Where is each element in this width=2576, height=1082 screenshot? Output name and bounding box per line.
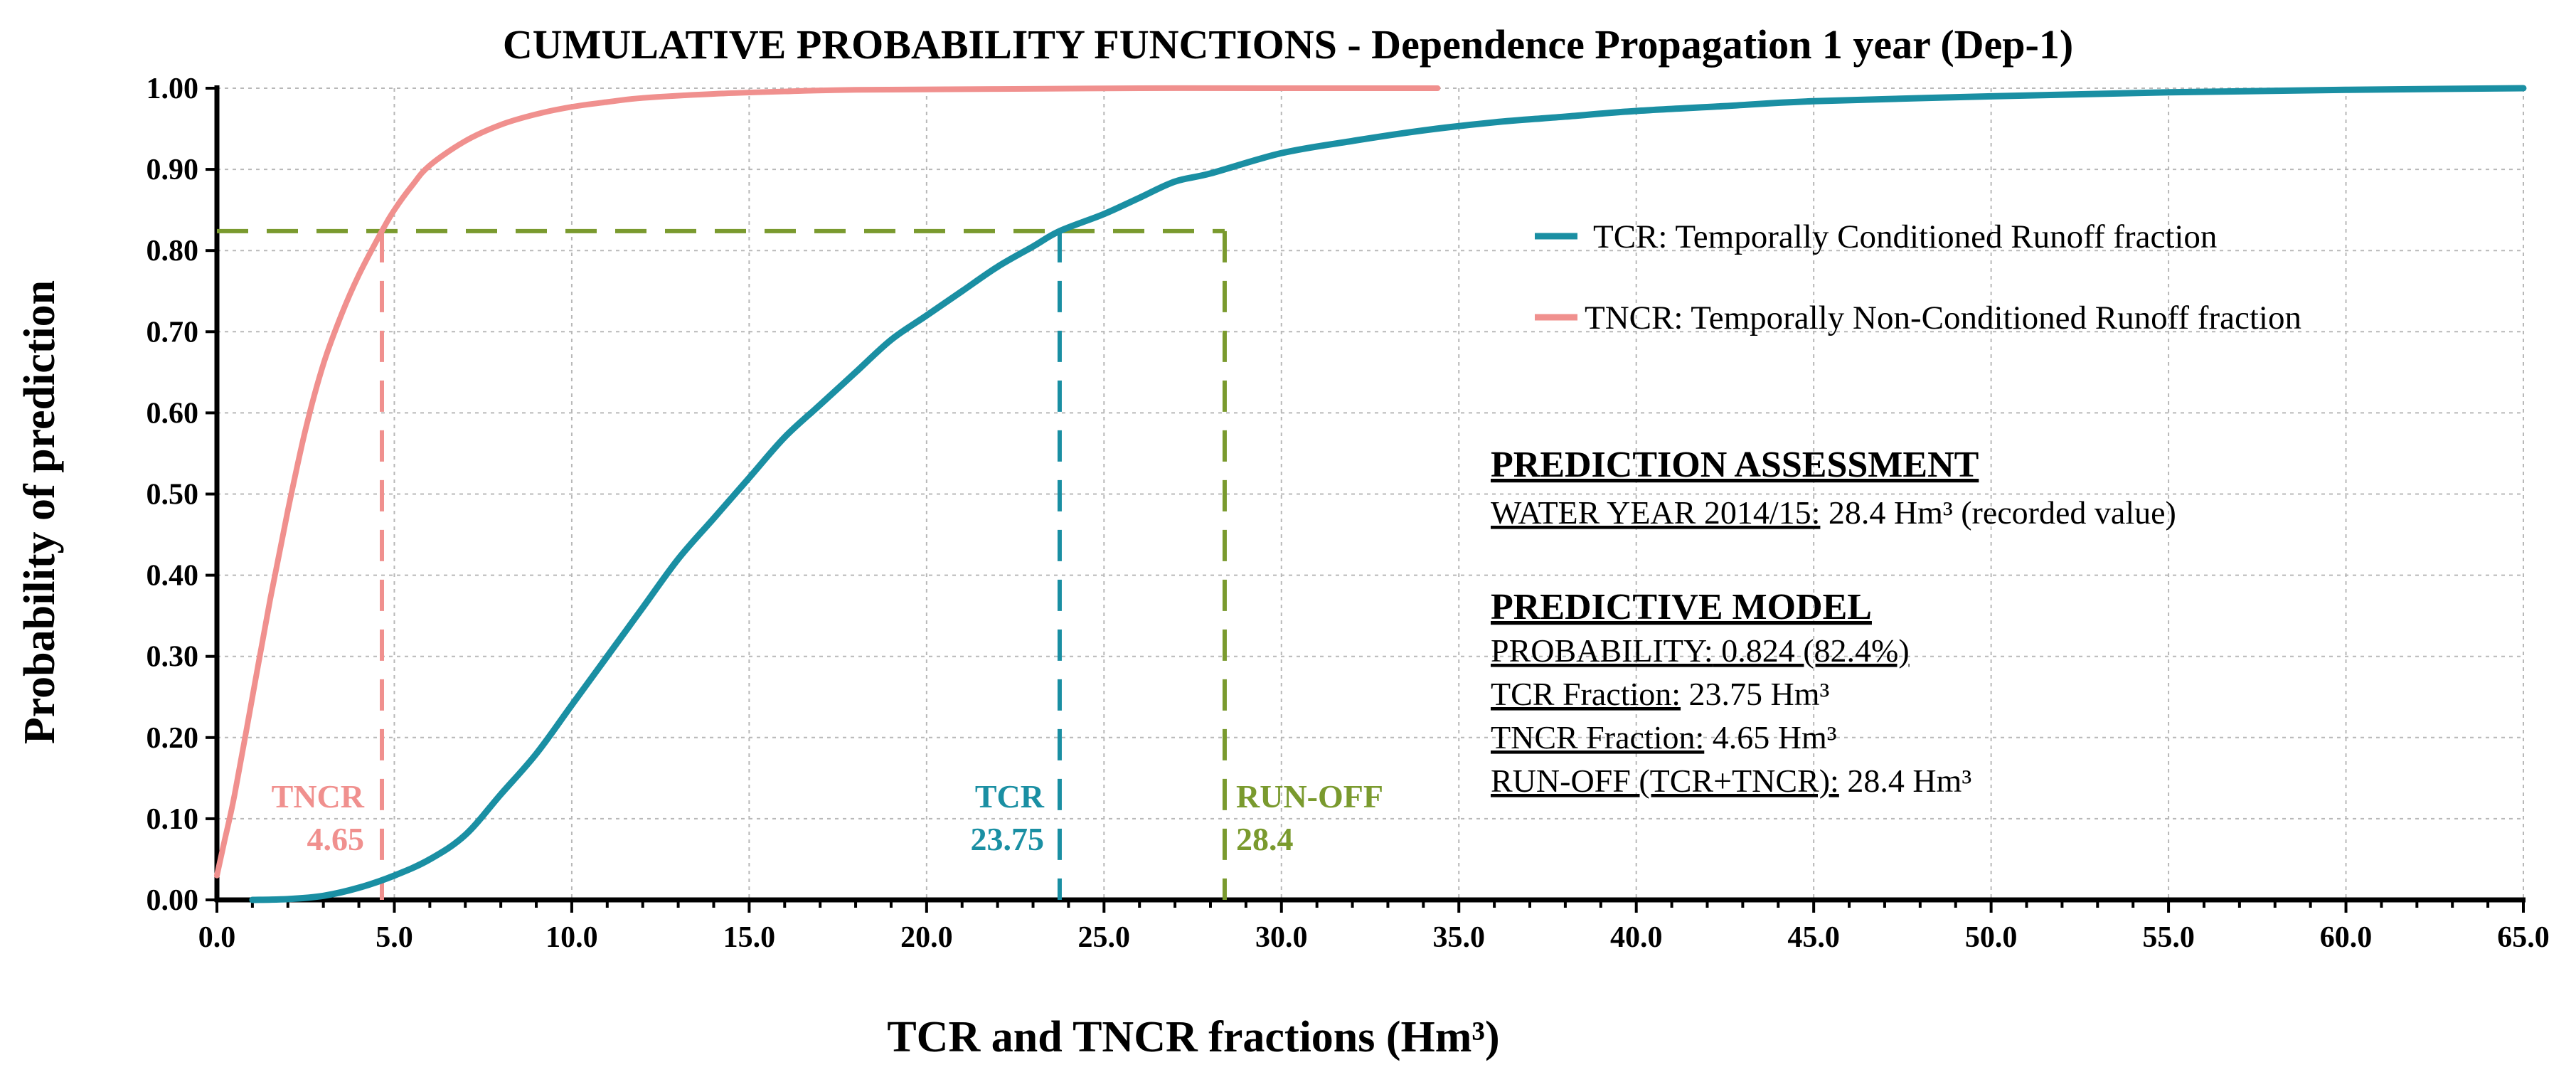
x-tick-labels: 0.0 5.0 10.0 15.0 20.0 25.0 30.0 35.0 40.0 45.0 50…: [198, 921, 2550, 954]
tncr-annotation-value: 4.65: [307, 821, 365, 857]
x-tick-label: 60.0: [2320, 921, 2373, 954]
x-tick-label: 50.0: [1965, 921, 2018, 954]
runoff-annotation-value: 28.4: [1236, 821, 1294, 857]
x-tick-label: 55.0: [2142, 921, 2195, 954]
chart-title: CUMULATIVE PROBABILITY FUNCTIONS - Depen…: [503, 21, 2073, 68]
tcr-annotation-value: 23.75: [971, 821, 1045, 857]
reference-annotations: TNCR 4.65 TCR 23.75 RUN-OFF 28.4: [272, 778, 1383, 857]
y-tick-label: 0.20: [147, 722, 199, 755]
x-axis-title: TCR and TNCR fractions (Hm³): [887, 1013, 1499, 1061]
x-tick-label: 45.0: [1787, 921, 1840, 954]
tncr-fraction-line: TNCR Fraction: 4.65 Hm³: [1491, 719, 1837, 755]
x-tick-label: 0.0: [198, 921, 236, 954]
series-line-tncr: [214, 85, 1441, 879]
y-tick-label: 0.30: [147, 641, 199, 674]
y-tick-labels: 0.00 0.10 0.20 0.30 0.40 0.50 0.60 0.70 0.80 0.90…: [147, 73, 199, 917]
grid: [217, 87, 2524, 900]
legend-label-tncr: TNCR: Temporally Non-Conditioned Runoff …: [1585, 299, 2301, 336]
x-tick-label: 5.0: [376, 921, 413, 954]
y-tick-label: 0.50: [147, 479, 199, 511]
axes: [206, 85, 2526, 913]
x-tick-label: 40.0: [1610, 921, 1663, 954]
y-tick-label: 0.90: [147, 154, 199, 186]
prediction-assessment: PREDICTION ASSESSMENT WATER YEAR 2014/15…: [1491, 445, 2176, 799]
probability-line: PROBABILITY: 0.824 (82.4%): [1491, 632, 1910, 669]
series-line-tcr: [249, 85, 2527, 903]
model-heading: PREDICTIVE MODEL: [1491, 587, 1872, 627]
x-tick-label: 25.0: [1078, 921, 1131, 954]
x-tick-label: 15.0: [723, 921, 776, 954]
x-tick-label: 65.0: [2497, 921, 2550, 954]
legend: TCR: Temporally Conditioned Runoff fract…: [1535, 218, 2301, 336]
tncr-annotation-name: TNCR: [272, 778, 365, 815]
x-tick-label: 10.0: [545, 921, 598, 954]
y-tick-label: 0.60: [147, 397, 199, 430]
y-tick-label: 0.70: [147, 316, 199, 349]
tcr-fraction-line: TCR Fraction: 23.75 Hm³: [1491, 676, 1829, 712]
y-tick-label: 0.10: [147, 803, 199, 836]
y-tick-label: 0.40: [147, 560, 199, 593]
y-tick-label: 0.00: [147, 884, 199, 917]
assessment-heading: PREDICTION ASSESSMENT: [1491, 445, 1979, 485]
runoff-line: RUN-OFF (TCR+TNCR): 28.4 Hm³: [1491, 763, 1971, 799]
x-tick-label: 35.0: [1432, 921, 1485, 954]
water-year-line: WATER YEAR 2014/15: 28.4 Hm³ (recorded v…: [1491, 494, 2176, 531]
y-axis-title: Probability of prediction: [16, 280, 64, 744]
series-lines: [214, 85, 2527, 903]
x-tick-label: 20.0: [900, 921, 953, 954]
legend-label-tcr: TCR: Temporally Conditioned Runoff fract…: [1593, 218, 2217, 255]
y-tick-label: 0.80: [147, 235, 199, 267]
x-tick-label: 30.0: [1255, 921, 1308, 954]
runoff-annotation-name: RUN-OFF: [1236, 778, 1383, 815]
y-tick-label: 1.00: [147, 73, 199, 105]
tcr-annotation-name: TCR: [975, 778, 1045, 815]
